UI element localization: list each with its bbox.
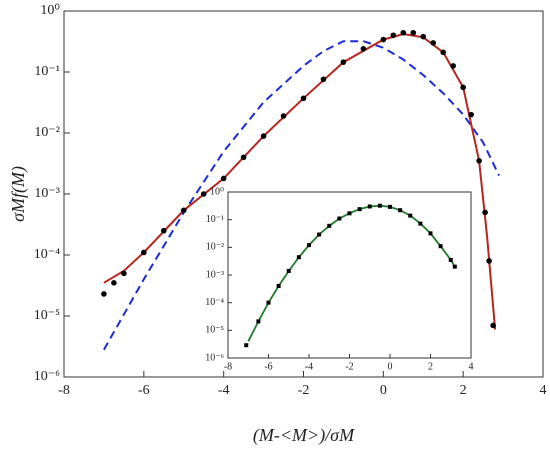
data-square [367,204,372,209]
y-tick-label: 10⁻¹ [206,214,224,225]
data-square [276,284,281,289]
y-tick-label: 10⁻⁴ [34,247,60,262]
data-square [452,264,457,269]
x-tick-label: -4 [305,361,313,372]
data-square [244,343,249,348]
data-point [476,158,482,164]
data-point [200,191,207,197]
data-square [408,213,413,218]
x-tick-label: -2 [298,383,310,398]
data-square [296,255,301,260]
x-tick-label: 0 [388,361,393,372]
data-square [377,203,382,208]
data-point [260,133,267,139]
x-tick-label: -2 [345,361,353,372]
data-point [410,29,417,36]
y-tick-label: 10⁻⁵ [34,308,60,323]
data-point [141,249,147,256]
y-tick-label: 10⁻⁵ [205,325,224,336]
data-point [460,84,466,91]
data-point [280,113,287,119]
y-tick-label: 10⁻² [206,242,224,253]
x-tick-label: -8 [58,383,70,398]
dashed-curve [103,40,501,351]
x-tick-label: -8 [224,361,232,372]
data-square [266,300,271,305]
data-square [337,216,342,221]
data-point [300,95,307,102]
x-tick-label: 4 [469,361,474,372]
y-tick-label: 10⁻⁶ [205,352,224,363]
data-point [320,76,327,83]
data-point [450,63,456,69]
data-point [360,46,367,52]
inset-chart: -8 -6 -4 -2 0 2 4 10⁻⁶ 10⁻⁵ 10⁻⁴ 10⁻³ 10⁻² 10⁻¹ 10⁰ [205,186,473,372]
data-point [486,258,492,264]
data-point [220,175,227,182]
data-point [180,207,187,214]
data-point [340,59,347,65]
data-point [390,32,397,39]
y-tick-label: 10⁻¹ [34,64,60,79]
data-square [327,223,332,228]
data-point [490,322,496,329]
data-square [347,211,352,216]
data-point [420,33,427,40]
y-tick-label: 10⁻² [34,125,60,140]
plot-frame [227,191,472,359]
x-tick-label: 2 [428,361,433,372]
x-tick-label: -4 [218,383,230,398]
data-point [430,40,437,46]
x-axis-label: (M-<M>)/σM [253,425,355,446]
y-axis-label: σMf(M) [8,166,29,222]
data-point [240,154,247,161]
y-tick-label: 10⁻⁴ [205,297,224,308]
data-point [101,291,107,297]
x-tick-label: -6 [264,361,272,372]
x-tick-label: -6 [138,383,150,398]
data-square [438,244,443,249]
data-point [121,270,127,277]
y-tick-label: 10⁰ [210,186,224,197]
y-tick-label: 10⁰ [40,3,60,18]
y-tick-label: 10⁻³ [206,269,224,280]
data-square [256,319,261,324]
data-square [428,231,433,236]
data-square [317,232,322,237]
x-tick-label: 0 [380,383,387,398]
y-tick-label: 10⁻³ [34,186,60,201]
data-point [160,227,167,234]
x-tick-label: 4 [540,383,547,398]
data-square [388,204,392,209]
y-tick-label: 10⁻⁶ [34,369,60,384]
data-point [400,29,407,36]
data-square [286,268,291,273]
data-point [482,209,488,216]
data-point [380,36,387,43]
data-square [448,257,453,262]
data-point [111,280,117,286]
data-square [357,207,362,212]
x-tick-label: 2 [460,383,467,398]
data-point [468,111,474,118]
fit-curve [247,204,456,342]
data-square [398,208,403,213]
data-square [418,221,423,226]
data-square [307,243,311,248]
data-point [440,49,447,56]
